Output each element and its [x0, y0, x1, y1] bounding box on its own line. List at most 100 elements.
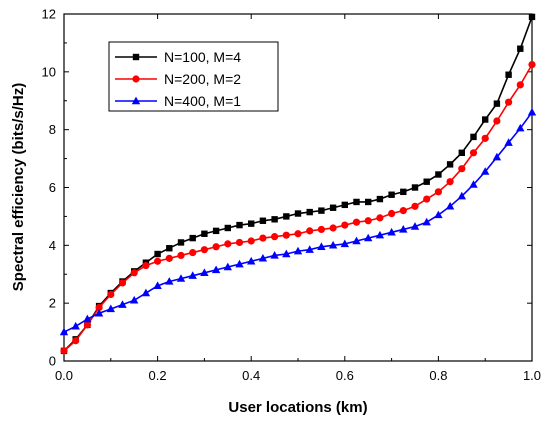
data-point — [201, 230, 208, 237]
data-point — [71, 321, 80, 330]
data-point — [282, 249, 291, 258]
data-point — [235, 238, 244, 247]
y-tick-label: 2 — [49, 296, 56, 311]
data-point — [399, 225, 408, 233]
data-point — [353, 198, 360, 206]
y-tick-label: 6 — [49, 180, 56, 195]
data-point — [247, 256, 256, 265]
data-point — [200, 246, 208, 254]
legend-marker — [132, 53, 140, 61]
data-point — [259, 234, 267, 242]
data-point — [399, 207, 407, 215]
data-point — [177, 239, 185, 246]
data-point — [469, 149, 478, 157]
data-point — [200, 268, 209, 277]
data-point — [435, 171, 442, 178]
data-point — [481, 167, 490, 175]
data-point — [482, 116, 489, 123]
data-point — [106, 304, 115, 313]
data-point — [328, 240, 338, 249]
data-point — [271, 216, 278, 223]
data-point — [235, 259, 244, 268]
data-point — [422, 217, 431, 226]
data-point — [329, 204, 337, 211]
data-point — [165, 277, 174, 285]
data-point — [317, 242, 326, 250]
data-point — [376, 195, 384, 203]
legend-label: N=400, M=1 — [164, 93, 241, 109]
data-point — [318, 207, 325, 214]
data-point — [247, 237, 255, 245]
data-point — [130, 269, 138, 277]
data-point — [118, 300, 127, 308]
data-point — [283, 213, 290, 220]
legend-label: N=200, M=2 — [164, 71, 241, 87]
data-point — [282, 231, 290, 239]
y-axis-title: Spectral efficiency (bits/s/Hz) — [10, 83, 27, 291]
data-point — [505, 98, 513, 106]
data-point — [458, 149, 465, 156]
data-point — [270, 251, 279, 259]
data-point — [340, 239, 349, 248]
data-point — [211, 265, 221, 274]
data-point — [72, 337, 80, 345]
data-point — [434, 210, 443, 219]
data-point — [470, 133, 477, 141]
legend-item: N=200, M=2 — [115, 71, 241, 87]
data-point — [293, 246, 303, 255]
data-point — [118, 279, 127, 287]
data-point — [365, 198, 372, 206]
data-point — [329, 224, 337, 232]
data-point — [388, 209, 396, 218]
data-point — [83, 321, 91, 329]
data-point — [212, 243, 220, 251]
data-point — [446, 161, 454, 168]
legend-label: N=100, M=4 — [164, 49, 241, 65]
data-point — [236, 221, 243, 229]
data-point — [212, 227, 220, 235]
x-tick-label: 0.4 — [242, 368, 260, 383]
legend-item: N=100, M=4 — [115, 49, 241, 65]
data-point — [527, 107, 537, 116]
data-point — [317, 225, 325, 234]
series-3 — [59, 107, 537, 336]
axis-ticks: 0.0 0.2 0.4 0.6 0.8 1.0 0 2 4 6 8 10 12 — [42, 7, 542, 384]
data-point — [352, 236, 361, 245]
y-tick-label: 10 — [42, 64, 56, 79]
data-point — [493, 117, 501, 125]
data-point — [177, 251, 185, 260]
y-tick-label: 0 — [49, 354, 56, 369]
data-point — [305, 245, 314, 253]
data-point — [258, 253, 268, 262]
data-point — [154, 250, 161, 258]
data-point — [376, 214, 384, 222]
x-tick-label: 0.0 — [55, 368, 73, 383]
data-point — [364, 217, 372, 225]
data-point — [223, 262, 232, 271]
x-tick-label: 1.0 — [523, 368, 541, 383]
data-point — [166, 245, 173, 252]
series-2 — [60, 61, 536, 355]
data-point — [188, 271, 197, 279]
data-point — [388, 191, 395, 198]
data-point — [364, 233, 373, 242]
y-tick-label: 4 — [49, 238, 56, 253]
data-point — [176, 274, 186, 282]
legend-item: N=400, M=1 — [115, 93, 241, 109]
data-point — [411, 202, 419, 210]
data-point — [271, 233, 279, 241]
series-layer — [59, 13, 537, 355]
x-tick-label: 0.6 — [336, 368, 354, 383]
legend-marker — [131, 96, 141, 105]
data-point — [107, 290, 115, 299]
data-point — [469, 180, 478, 188]
data-point — [94, 308, 104, 317]
data-point — [400, 188, 407, 196]
data-point — [306, 208, 313, 216]
data-point — [457, 191, 466, 200]
data-point — [504, 138, 513, 146]
data-point — [517, 45, 524, 52]
data-point — [458, 165, 466, 173]
data-point — [95, 303, 103, 312]
